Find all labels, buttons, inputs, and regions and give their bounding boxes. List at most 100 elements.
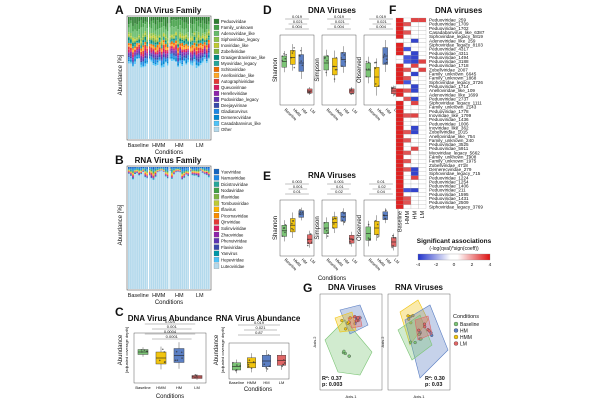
bar-segment (156, 45, 159, 48)
heat-cell (418, 109, 427, 114)
heat-cell (395, 30, 404, 35)
panel-a-label: A (115, 3, 124, 17)
legend-swatch (213, 84, 220, 90)
bar-segment (197, 20, 200, 27)
bar-segment (177, 43, 179, 45)
bar-segment (201, 46, 204, 49)
bar-segment (191, 17, 194, 25)
bar-segment (179, 60, 181, 64)
bar-segment (179, 32, 181, 35)
panel-f-title: DNA viruses (435, 6, 483, 15)
ordination-point (427, 329, 431, 333)
bar-segment (138, 169, 140, 171)
bar-segment (203, 41, 206, 43)
bar-segment (197, 61, 200, 64)
bar-segment (148, 58, 151, 60)
bar-segment (140, 62, 143, 64)
bar-segment (164, 171, 167, 173)
bar-segment (130, 43, 132, 46)
heat-cell (395, 51, 404, 56)
heat-cell (395, 88, 404, 93)
data-point (384, 62, 386, 65)
bar-segment (140, 38, 143, 42)
heat-cell (403, 38, 412, 44)
legend-label: Yanvirus (221, 251, 237, 256)
bar-segment (185, 33, 188, 36)
heat-cell (418, 171, 427, 176)
bar-segment (201, 37, 204, 39)
bar-segment (134, 42, 136, 45)
bar-segment (183, 52, 186, 55)
heat-cell (410, 138, 419, 143)
heat-cell (395, 109, 404, 114)
bar-segment (156, 40, 159, 42)
heat-col-label: HMM (405, 210, 411, 224)
bar-segment (171, 39, 173, 42)
bar-segment (185, 44, 188, 46)
bar-segment (150, 50, 153, 53)
bar-segment (156, 41, 159, 45)
bar-segment (160, 65, 163, 68)
bar-segment (150, 175, 153, 178)
bar-segment (158, 54, 161, 58)
legend-label: Podoviridae_legacy (221, 97, 259, 102)
bar-segment (189, 62, 192, 65)
panel-g-legend-title: Conditions (453, 314, 479, 320)
bar-segment (171, 20, 173, 27)
heat-cell (410, 42, 419, 48)
heat-cell (418, 80, 427, 85)
bar-segment (164, 58, 167, 60)
bar-segment (144, 60, 147, 64)
bar-segment (132, 172, 134, 174)
bar-segment (154, 44, 157, 48)
bar-segment (166, 175, 169, 177)
bar-segment (154, 62, 157, 65)
x-tick-label: LM (194, 385, 200, 390)
heat-cell (403, 96, 412, 102)
bar-segment (138, 17, 140, 22)
bar-segment (197, 167, 200, 170)
bar-segment (185, 50, 188, 53)
bar-segment (199, 58, 202, 61)
heat-row-label: Siphoviridae_legacy_8103 (429, 42, 483, 47)
bar-segment (152, 42, 155, 45)
bar-segment (197, 56, 200, 59)
bar-segment (171, 44, 173, 46)
heat-cell (418, 26, 427, 31)
bar-segment (179, 167, 181, 169)
bar-segment (132, 37, 134, 42)
data-point (284, 231, 286, 234)
data-point (281, 59, 283, 62)
bar-segment (144, 45, 147, 49)
bar-segment (130, 169, 132, 172)
bar-segment (140, 48, 143, 51)
legend-label: Demerecviridae (221, 115, 252, 120)
bar-segment (205, 172, 208, 174)
data-point (308, 91, 311, 94)
bar-segment (132, 65, 134, 67)
bar-segment (183, 57, 186, 59)
bar-segment (181, 42, 184, 47)
bar-segment (154, 17, 157, 25)
data-point (335, 56, 338, 59)
heat-cell (418, 138, 427, 143)
heat-cell (410, 30, 419, 35)
bar-segment (136, 24, 138, 32)
bar-segment (156, 57, 159, 60)
bar-segment (191, 168, 194, 170)
bar-segment (181, 41, 184, 43)
bar-segment (140, 169, 143, 171)
bar-segment (140, 46, 143, 49)
panel-a-bars (128, 17, 210, 140)
bar-segment (132, 170, 134, 172)
bar-segment (138, 41, 140, 44)
bar-segment (156, 52, 159, 55)
legend-label: Iflaviridae (221, 195, 240, 200)
bar-segment (154, 176, 157, 177)
bar-segment (181, 173, 184, 174)
bar-segment (136, 17, 138, 25)
x-tick-label: HMM (334, 107, 344, 117)
heat-cell (403, 171, 412, 176)
data-point (310, 241, 313, 244)
heat-cell (395, 179, 404, 185)
